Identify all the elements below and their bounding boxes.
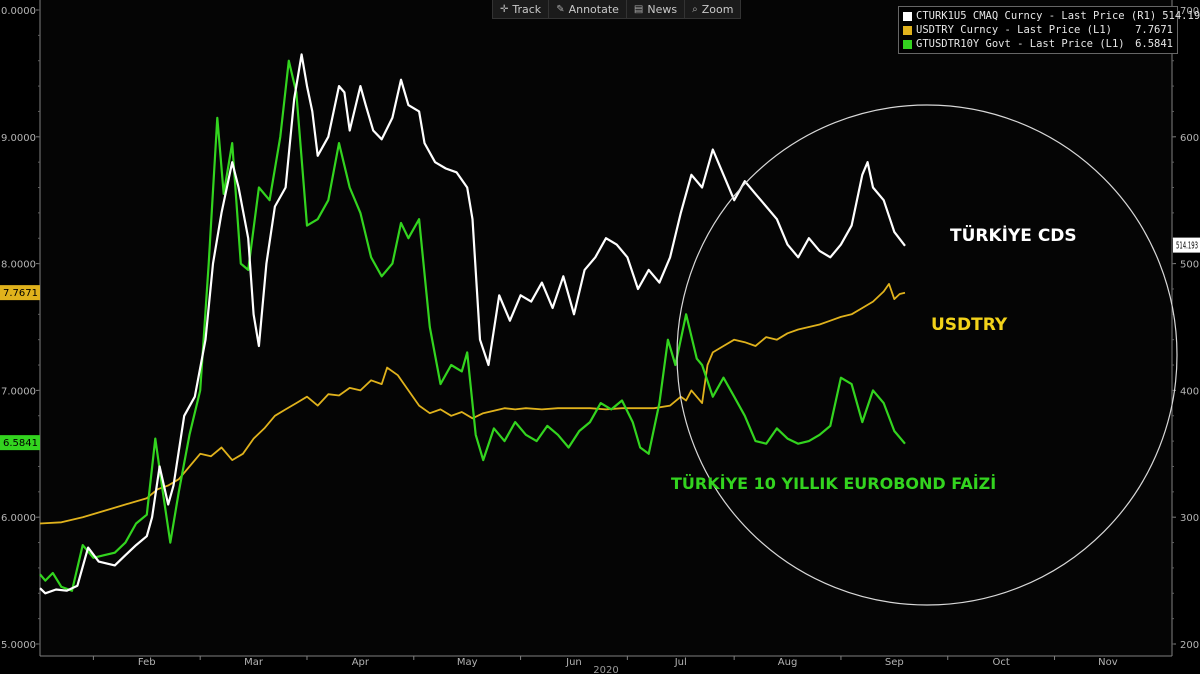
- series-line-usdtry: [39, 283, 906, 525]
- legend-value: 514.193: [1162, 10, 1200, 22]
- magnifier-icon: ⌕: [692, 3, 698, 15]
- last-value-tag-usdtry: 7.7671: [3, 288, 38, 299]
- pencil-icon: ✎: [556, 3, 565, 15]
- legend-value: 6.5841: [1135, 38, 1173, 50]
- annotation-eurobond: TÜRKİYE 10 YILLIK EUROBOND FAİZİ: [671, 474, 996, 493]
- annotation-usdtry: USDTRY: [931, 315, 1008, 335]
- right-tick-label: 400: [1180, 386, 1199, 397]
- news-icon: ▤: [633, 3, 644, 15]
- annotate-label: Annotate: [568, 2, 619, 16]
- left-tick-label: 9.0000: [1, 133, 36, 144]
- left-tick-label: 7.0000: [1, 386, 36, 397]
- year-label: 2020: [593, 665, 618, 674]
- annotate-button[interactable]: ✎ Annotate: [549, 0, 627, 18]
- legend-value: 7.7671: [1135, 24, 1173, 36]
- right-tick-label: 300: [1180, 513, 1199, 524]
- series-line-bond: [39, 59, 906, 592]
- left-tick-label: 6.0000: [1, 513, 36, 524]
- legend-name: USDTRY Curncy - Last Price (L1): [916, 24, 1112, 36]
- crosshair-icon: ✛: [500, 3, 509, 15]
- legend-name: GTUSDTR10Y Govt - Last Price (L1): [916, 38, 1125, 50]
- x-tick-label: Feb: [138, 657, 156, 668]
- track-button[interactable]: ✛ Track: [493, 0, 550, 18]
- left-tick-label: 5.0000: [1, 640, 36, 651]
- x-tick-label: May: [457, 657, 478, 668]
- left-tick-label: 10.0000: [0, 6, 36, 17]
- news-button[interactable]: ▤ News: [627, 0, 686, 18]
- x-tick-label: Mar: [244, 657, 264, 668]
- legend-item-cds[interactable]: CTURK1U5 CMAQ Curncy - Last Price (R1) 5…: [903, 9, 1200, 23]
- last-value-tag-bond-bg: [0, 435, 40, 451]
- x-tick-label: Jul: [674, 657, 687, 668]
- legend-item-bond[interactable]: GTUSDTR10Y Govt - Last Price (L1) 6.5841: [903, 37, 1173, 51]
- legend-item-usdtry[interactable]: USDTRY Curncy - Last Price (L1) 7.7671: [903, 23, 1173, 37]
- zoom-button[interactable]: ⌕ Zoom: [685, 0, 740, 18]
- last-value-tag-cds-bg: [1173, 237, 1200, 253]
- right-tick-label: 500: [1180, 260, 1199, 271]
- highlight-circle: [676, 104, 1178, 606]
- x-tick-label: Sep: [885, 657, 904, 668]
- legend-name: CTURK1U5 CMAQ Curncy - Last Price (R1): [916, 10, 1157, 22]
- annotation-cds: TÜRKİYE CDS: [950, 224, 1077, 246]
- last-value-tag-bond: 6.5841: [3, 438, 38, 449]
- series-line-cds: [39, 53, 906, 595]
- x-tick-label: Nov: [1098, 657, 1118, 668]
- zoom-label: Zoom: [701, 2, 734, 16]
- x-tick-label: Jun: [565, 657, 582, 668]
- legend-swatch-cds: [903, 11, 912, 21]
- chart-toolbar: ✛ Track ✎ Annotate ▤ News ⌕ Zoom: [492, 0, 742, 19]
- right-tick-label: 700: [1180, 6, 1199, 17]
- x-tick-label: Apr: [352, 657, 370, 668]
- news-label: News: [647, 2, 678, 16]
- track-label: Track: [512, 2, 542, 16]
- left-tick-label: 8.0000: [1, 260, 36, 271]
- last-value-tag-cds: 514.193: [1176, 241, 1198, 252]
- right-tick-label: 200: [1180, 640, 1199, 651]
- last-value-tag-usdtry-bg: [0, 285, 40, 301]
- x-tick-label: Oct: [992, 657, 1009, 668]
- right-tick-label: 600: [1180, 133, 1199, 144]
- legend: CTURK1U5 CMAQ Curncy - Last Price (R1) 5…: [898, 6, 1200, 54]
- legend-swatch-bond: [903, 39, 912, 49]
- x-tick-label: Aug: [778, 657, 798, 668]
- legend-swatch-usdtry: [903, 25, 912, 35]
